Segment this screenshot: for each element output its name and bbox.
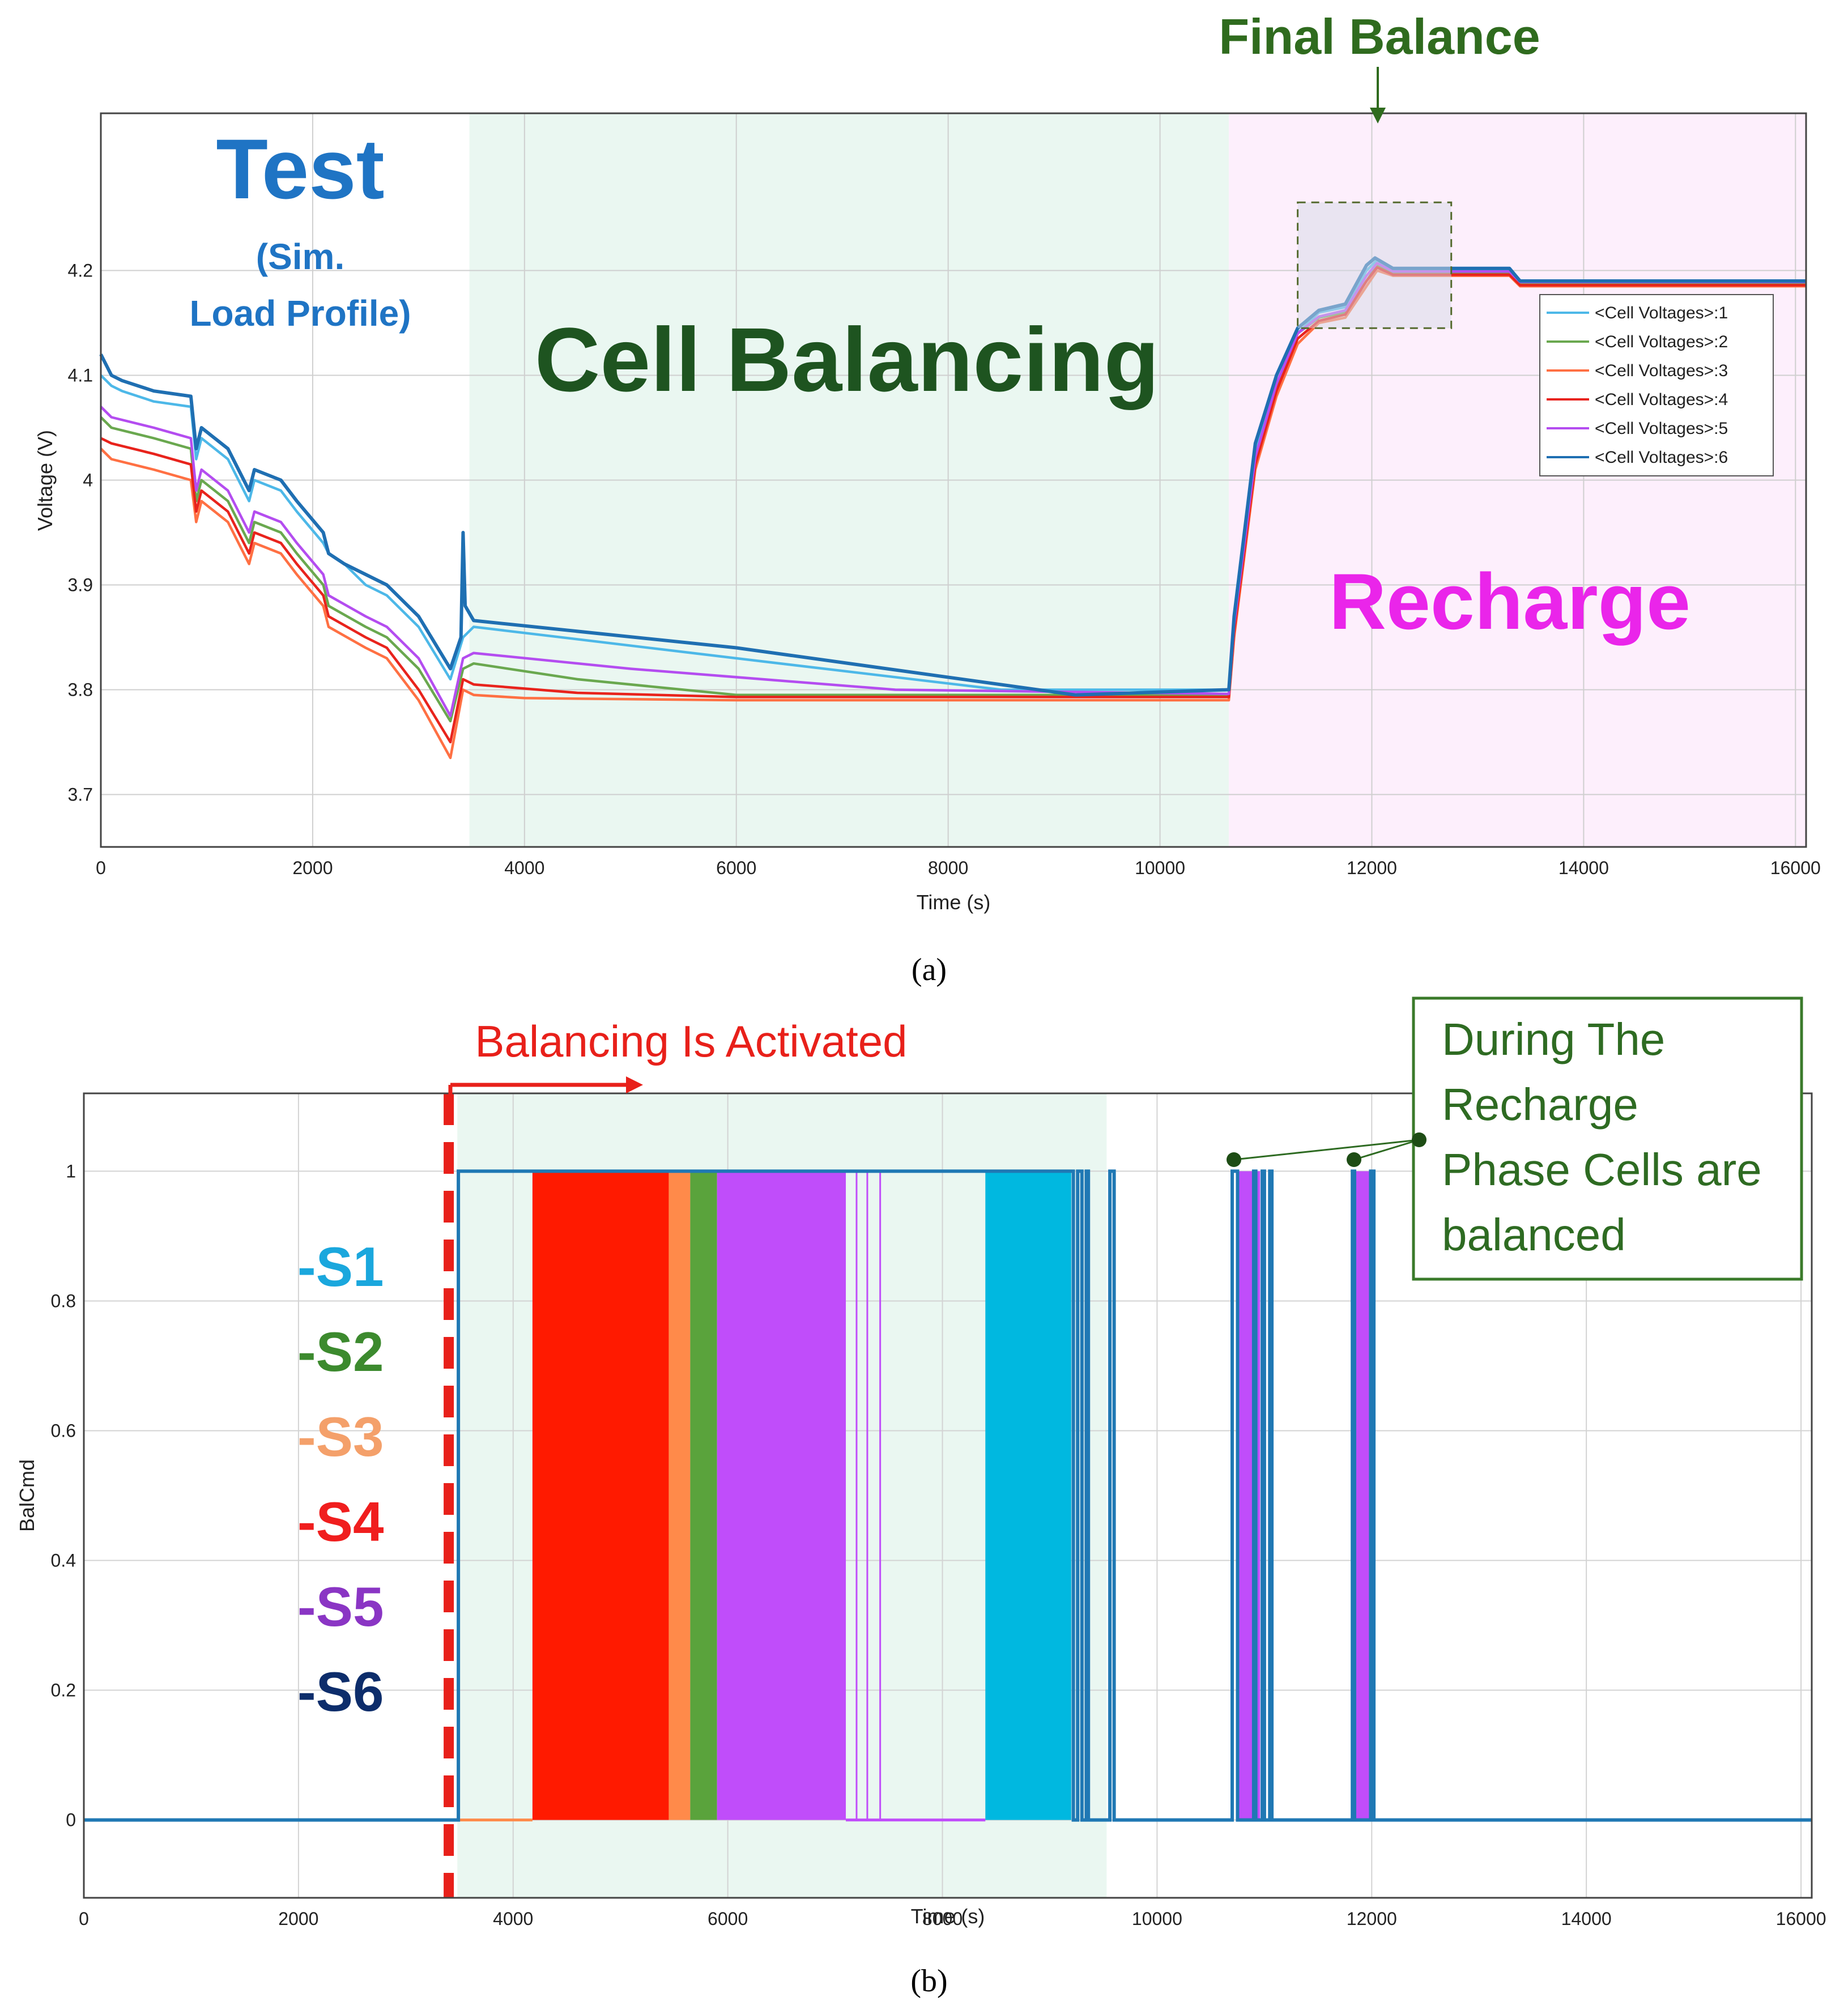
signal-label-s1: -S1 [297,1236,384,1298]
ytick-label-1: 3.8 [68,680,93,700]
signal-label-s3: -S3 [297,1406,384,1468]
xtick-label-0: 0 [96,858,106,878]
note-pointer-dot-3 [1412,1132,1427,1147]
panel-b-ticks: 0 2000 4000 6000 8000 10000 12000 14000 16000 0 0.… [51,1161,1826,1929]
legend-box [1539,294,1774,476]
activation-arrow-head [626,1076,643,1093]
xtick-b-label-0: 0 [79,1909,89,1929]
ytick-label-0: 3.7 [68,785,93,805]
signal-label-s2: -S2 [297,1321,384,1383]
legend-entry-1: <Cell Voltages>:1 [1547,304,1728,322]
recharge-label: Recharge [1329,557,1691,646]
active-interval-3 [717,1171,846,1820]
recharge-note-box [1412,996,1803,1281]
ytick-label-4: 4.1 [68,365,93,386]
s6-signal-line [84,1169,1812,1822]
legend-text-2: <Cell Voltages>:2 [1595,333,1728,351]
xtick-label-1: 2000 [292,858,333,878]
panel-a-axes-frame [100,112,1807,848]
recharge-note-line-3: Phase Cells are [1442,1144,1762,1195]
xtick-b-label-8: 16000 [1776,1909,1826,1929]
test-subtitle-1: (Sim. [256,236,344,277]
xtick-label-6: 12000 [1347,858,1397,878]
recharge-note-line-1: During The [1442,1014,1665,1064]
panel-a-ylabel: Voltage (V) [33,430,57,531]
xtick-label-4: 8000 [928,858,968,878]
xtick-label-5: 10000 [1135,858,1185,878]
ytick-label-2: 3.9 [68,575,93,595]
panel-b-axes-frame [83,1092,1813,1899]
final-balance-label: Final Balance [1219,8,1540,65]
xtick-b-label-5: 10000 [1132,1909,1182,1929]
test-subtitle-2: Load Profile) [189,293,411,334]
ytick-label-3: 4 [83,470,93,491]
legend-text-6: <Cell Voltages>:6 [1595,448,1728,467]
panel-b-s6-trace [84,1169,1812,1822]
panel-a-ticks: 0 2000 4000 6000 8000 10000 12000 14000 16000 3.7… [68,261,1821,879]
panel-b-intervals [457,1171,1371,1822]
legend-text-1: <Cell Voltages>:1 [1595,304,1728,322]
xtick-b-label-2: 4000 [493,1909,533,1929]
legend-text-3: <Cell Voltages>:3 [1595,361,1728,380]
ytick-b-label-4: 0.8 [51,1291,76,1311]
signal-label-s4: -S4 [297,1490,384,1553]
legend-entry-3: <Cell Voltages>:3 [1547,361,1728,380]
panel-b-ylabel: BalCmd [15,1459,39,1532]
caption-b: (b) [910,1964,947,1999]
active-interval-1 [668,1171,691,1820]
legend-entry-6: <Cell Voltages>:6 [1547,448,1728,467]
panel-a-legend: <Cell Voltages>:1 <Cell Voltages>:2 <Cel… [1539,294,1774,476]
legend-text-4: <Cell Voltages>:4 [1595,390,1728,409]
cell-balancing-label: Cell Balancing [535,309,1160,410]
final-balance-box [1297,201,1453,329]
active-interval-2 [690,1171,717,1820]
legend-entry-2: <Cell Voltages>:2 [1547,333,1728,351]
xtick-b-label-7: 14000 [1561,1909,1612,1929]
xtick-b-label-6: 12000 [1347,1909,1397,1929]
recharge-note-line-2: Recharge [1442,1079,1638,1130]
note-pointer-dot-2 [1347,1152,1361,1167]
recharge-note-line-4: balanced [1442,1209,1626,1260]
test-title: Test [216,121,384,216]
signal-label-s6: -S6 [297,1660,384,1723]
active-interval-4 [985,1171,1071,1820]
final-balance-arrow-head [1370,108,1386,123]
note-pointer-1 [1233,1139,1420,1161]
note-pointer-2 [1353,1139,1420,1161]
panel-b: 0 2000 4000 6000 8000 10000 12000 14000 16000 0 0.… [15,996,1826,1999]
signal-label-s5: -S5 [297,1575,384,1638]
recharge-note: During The Recharge Phase Cells are bala… [1227,996,1803,1281]
xtick-b-label-1: 2000 [278,1909,318,1929]
legend-entry-5: <Cell Voltages>:5 [1547,419,1728,438]
ytick-b-label-1: 0.2 [51,1680,76,1701]
ytick-b-label-3: 0.6 [51,1420,76,1441]
xtick-label-2: 4000 [504,858,544,878]
xtick-label-8: 16000 [1770,858,1821,878]
ytick-label-5: 4.2 [68,261,93,281]
legend-entry-4: <Cell Voltages>:4 [1547,390,1728,409]
active-interval-6 [1353,1171,1371,1820]
signal-labels: -S1 -S2 -S3 -S4 -S5 -S6 [297,1236,384,1723]
xtick-b-label-4: 8000 [922,1909,963,1929]
note-pointer-dot-1 [1227,1152,1241,1167]
legend-text-5: <Cell Voltages>:5 [1595,419,1728,438]
panel-b-xlabel: Time (s) [911,1905,985,1928]
xtick-b-label-3: 6000 [708,1909,748,1929]
ytick-b-label-5: 1 [66,1161,76,1181]
caption-a: (a) [912,952,947,987]
panel-a: 0 2000 4000 6000 8000 10000 12000 14000 16000 3.7… [33,8,1821,987]
ytick-b-label-2: 0.4 [51,1551,76,1571]
ytick-b-label-0: 0 [66,1810,76,1830]
xtick-label-3: 6000 [716,858,756,878]
active-interval-0 [532,1171,669,1820]
xtick-label-7: 14000 [1559,858,1609,878]
activation-label: Balancing Is Activated [475,1016,907,1066]
panel-a-xlabel: Time (s) [917,891,991,914]
